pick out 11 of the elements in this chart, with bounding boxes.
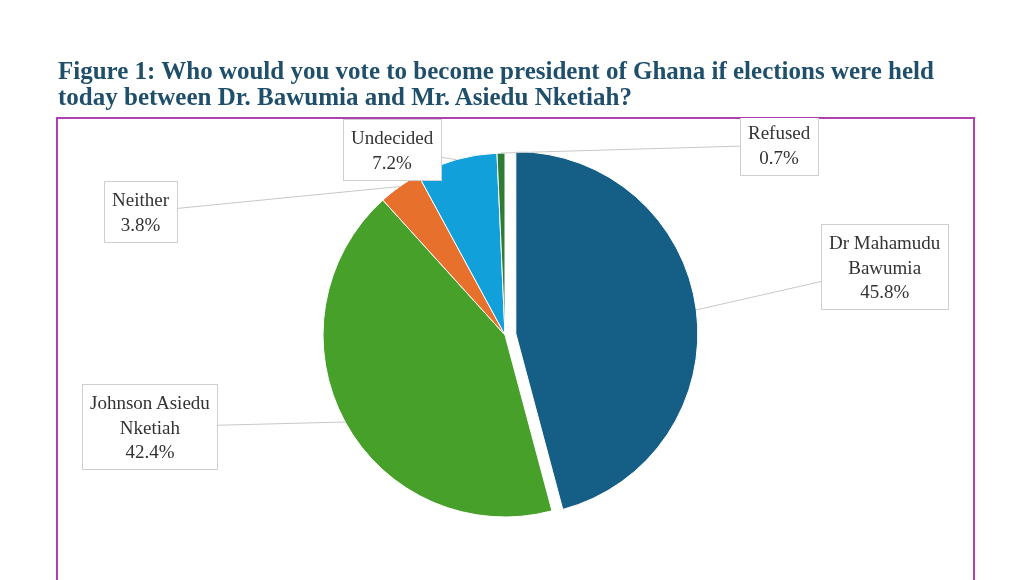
slice-label: Neither (112, 189, 170, 210)
chart-title: Figure 1: Who would you vote to become president of Ghana if elections were held today between Dr. Bawumia and Mr. Asiedu Nketiah? (58, 57, 935, 110)
slice-label: Undecided (351, 127, 434, 148)
data-label: 7.2% (372, 151, 413, 173)
data-label: 0.7% (759, 146, 800, 168)
slice-label: Dr Mahamudu Bawumia (829, 232, 941, 278)
slice-label: Refused (748, 122, 811, 143)
data-label: 3.8% (120, 213, 161, 235)
data-label: 45.8% (860, 281, 910, 303)
slice-label: Johnson Asiedu Nketiah (90, 392, 211, 438)
data-label: 42.4% (125, 441, 175, 463)
